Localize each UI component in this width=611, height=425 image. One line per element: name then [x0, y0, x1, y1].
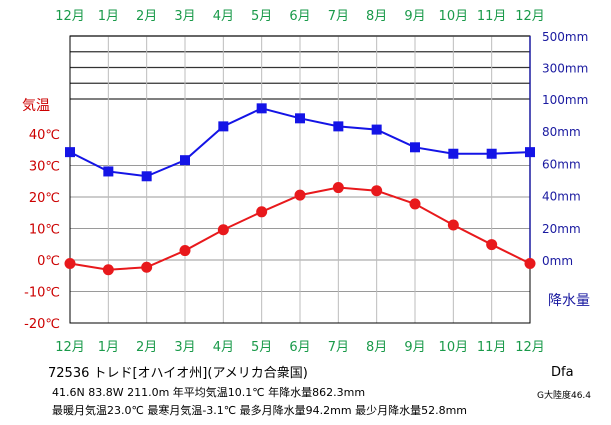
month-label-top: 10月 — [439, 9, 469, 24]
continentality-index: G大陸度46.4 — [537, 391, 592, 401]
month-label-bottom: 1月 — [98, 340, 119, 355]
precipitation-point — [295, 113, 305, 124]
temperature-point — [409, 198, 421, 210]
precipitation-point — [525, 147, 535, 158]
month-labels-top: 12月 1月 2月 3月 4月 5月 6月 7月 8月 9月 10月 11月 12月 — [55, 9, 545, 24]
month-label-top: 11月 — [477, 9, 507, 24]
month-label-bottom: 10月 — [439, 340, 469, 355]
temperature-point — [294, 189, 306, 201]
temperature-point — [141, 261, 153, 273]
precipitation-tick-label: 20mm — [542, 222, 581, 236]
month-label-bottom: 11月 — [477, 340, 507, 355]
precipitation-tick-label: 100mm — [542, 93, 588, 107]
series — [64, 103, 536, 276]
temperature-point — [102, 264, 114, 276]
month-label-top: 6月 — [289, 9, 310, 24]
temperature-tick-label: 0℃ — [37, 254, 60, 269]
month-label-top: 3月 — [174, 9, 195, 24]
temperature-tick-labels: -20℃ -10℃ 0℃ 10℃ 20℃ 30℃ 40℃ — [24, 128, 60, 332]
month-labels-bottom: 12月 1月 2月 3月 4月 5月 6月 7月 8月 9月 10月 11月 12月 — [55, 340, 545, 355]
precipitation-point — [256, 103, 267, 114]
month-label-top: 7月 — [328, 9, 349, 24]
precipitation-point — [180, 155, 190, 166]
precipitation-tick-label: 0mm — [542, 254, 573, 268]
series-temperature — [64, 182, 536, 276]
temperature-point — [217, 224, 229, 236]
station-summary-line-1: 41.6N 83.8W 211.0m 年平均気温10.1℃ 年降水量862.3m… — [52, 386, 366, 399]
precipitation-tick-label: 60mm — [542, 157, 581, 171]
month-label-top: 1月 — [98, 9, 119, 24]
temperature-tick-label: 10℃ — [29, 223, 60, 238]
month-label-top: 12月 — [515, 9, 545, 24]
station-title: 72536 トレド[オハイオ州](アメリカ合衆国) — [48, 366, 308, 381]
koppen-classification: Dfa — [551, 365, 574, 380]
month-label-top: 2月 — [136, 9, 157, 24]
temperature-point — [332, 182, 344, 194]
month-label-top: 12月 — [55, 9, 85, 24]
precipitation-tick-label: 500mm — [542, 30, 588, 44]
month-label-bottom: 7月 — [328, 340, 349, 355]
month-label-top: 9月 — [404, 9, 425, 24]
temperature-point — [524, 257, 536, 269]
precipitation-point — [218, 121, 229, 132]
precipitation-tick-label: 80mm — [542, 125, 581, 139]
temperature-point — [256, 206, 268, 218]
precipitation-tick-labels: 0mm 20mm 40mm 60mm 80mm 100mm 300mm 500mm — [542, 30, 588, 268]
month-label-top: 8月 — [366, 9, 387, 24]
month-label-bottom: 5月 — [251, 340, 272, 355]
temperature-tick-label: -20℃ — [24, 317, 60, 332]
precipitation-point — [486, 148, 497, 159]
temperature-axis-title: 気温 — [22, 98, 50, 114]
series-precipitation — [65, 103, 535, 182]
month-label-bottom: 6月 — [289, 340, 310, 355]
grid-lines — [70, 35, 530, 323]
month-label-bottom: 4月 — [213, 340, 234, 355]
station-summary-line-2: 最暖月気温23.0℃ 最寒月気温-3.1℃ 最多月降水量94.2mm 最少月降水… — [52, 404, 467, 417]
temperature-tick-label: 20℃ — [29, 191, 60, 206]
month-label-bottom: 12月 — [55, 340, 85, 355]
precipitation-tick-label: 40mm — [542, 190, 581, 204]
precipitation-point — [371, 124, 382, 135]
precipitation-point — [448, 148, 459, 159]
temperature-point — [486, 239, 498, 251]
temperature-point — [371, 185, 383, 197]
precipitation-point — [103, 166, 114, 177]
precipitation-point — [141, 171, 152, 182]
month-label-bottom: 9月 — [404, 340, 425, 355]
precipitation-point — [410, 142, 420, 153]
temperature-tick-label: 40℃ — [29, 128, 60, 143]
month-label-bottom: 12月 — [515, 340, 545, 355]
temperature-point — [179, 245, 191, 257]
temperature-point — [447, 219, 459, 231]
month-label-top: 4月 — [213, 9, 234, 24]
month-label-top: 5月 — [251, 9, 272, 24]
temperature-point — [64, 257, 76, 269]
month-label-bottom: 3月 — [174, 340, 195, 355]
month-label-bottom: 2月 — [136, 340, 157, 355]
precipitation-point — [65, 147, 75, 158]
temperature-tick-label: 30℃ — [29, 160, 60, 175]
month-label-bottom: 8月 — [366, 340, 387, 355]
temperature-tick-label: -10℃ — [24, 286, 60, 301]
precipitation-point — [333, 121, 344, 132]
precipitation-tick-label: 300mm — [542, 62, 588, 76]
precipitation-axis-title: 降水量 — [548, 293, 590, 309]
